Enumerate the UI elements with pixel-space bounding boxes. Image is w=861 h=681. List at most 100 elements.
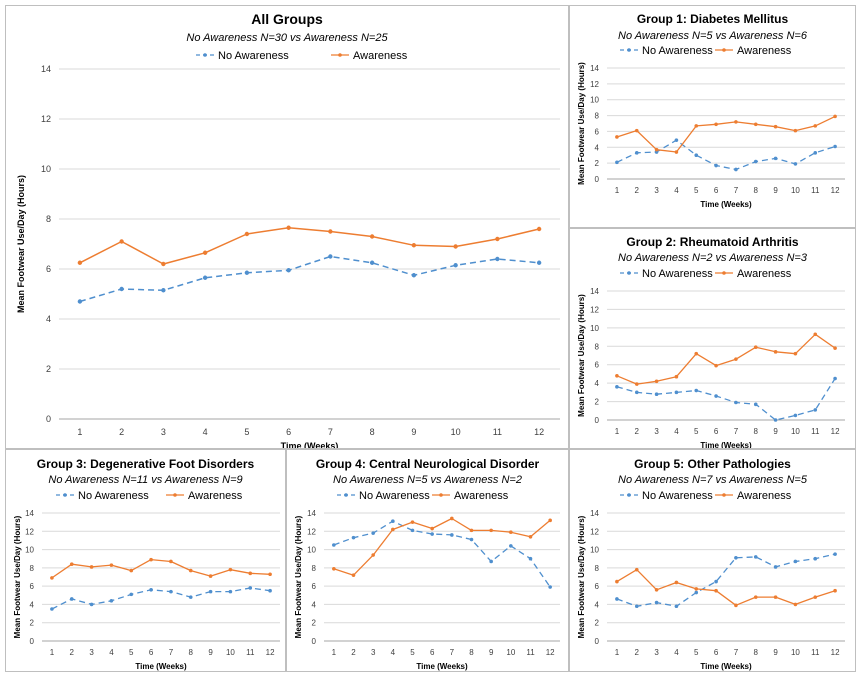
data-point-awareness — [411, 243, 417, 248]
data-point-awareness — [833, 346, 837, 350]
y-tick-label: 10 — [41, 164, 51, 174]
data-point-awareness — [268, 572, 272, 577]
data-point-awareness — [528, 534, 533, 539]
x-tick-label: 10 — [506, 648, 515, 657]
x-axis-title: Time (Weeks) — [281, 441, 339, 448]
y-tick-label: 0 — [595, 416, 600, 425]
data-point-awareness — [734, 120, 738, 124]
data-point-no-awareness — [169, 589, 173, 594]
y-tick-label: 4 — [595, 600, 600, 609]
data-point-awareness — [833, 114, 837, 119]
data-point-no-awareness — [813, 151, 818, 155]
data-point-awareness — [753, 122, 758, 127]
data-point-awareness — [753, 345, 758, 350]
data-point-awareness — [734, 357, 738, 361]
data-point-awareness — [489, 528, 493, 533]
data-point-no-awareness — [634, 151, 639, 155]
data-point-no-awareness — [694, 590, 699, 595]
x-tick-label: 4 — [674, 186, 679, 195]
x-tick-label: 8 — [754, 186, 759, 195]
data-point-no-awareness — [228, 589, 233, 594]
y-tick-label: 8 — [595, 342, 600, 351]
x-tick-label: 3 — [161, 427, 166, 437]
y-tick-label: 12 — [307, 527, 316, 536]
series-line-no-awareness — [79, 255, 540, 303]
legend-item-awareness: Awareness — [715, 45, 792, 57]
data-point-awareness — [69, 562, 74, 566]
series-line-no-awareness — [333, 520, 551, 588]
data-point-awareness — [654, 588, 659, 592]
chart-subtitle: No Awareness N=2 vs Awareness N=3 — [618, 252, 808, 264]
data-point-awareness — [793, 602, 798, 607]
data-point-no-awareness — [208, 589, 213, 594]
x-tick-label: 8 — [469, 648, 474, 657]
data-point-awareness — [450, 516, 454, 521]
y-tick-label: 14 — [307, 509, 316, 518]
data-point-no-awareness — [734, 400, 738, 405]
x-tick-label: 4 — [674, 427, 679, 436]
y-tick-label: 4 — [595, 143, 600, 152]
x-tick-label: 2 — [351, 648, 356, 657]
y-tick-label: 14 — [590, 509, 599, 518]
x-axis-title: Time (Weeks) — [135, 662, 187, 671]
chart-panel-group2: Group 2: Rheumatoid Arthritis No Awarenes… — [569, 228, 856, 449]
y-tick-label: 6 — [595, 127, 600, 136]
legend-item-awareness: Awareness — [166, 490, 243, 502]
y-tick-label: 12 — [41, 114, 51, 124]
data-point-awareness — [536, 226, 542, 232]
data-point-no-awareness — [248, 586, 253, 590]
y-tick-label: 12 — [590, 80, 599, 89]
data-point-awareness — [714, 363, 718, 368]
legend-item-no-awareness: No Awareness — [337, 490, 430, 502]
legend-item-awareness: Awareness — [715, 268, 792, 280]
data-point-no-awareness — [149, 588, 153, 592]
data-point-no-awareness — [509, 544, 513, 548]
data-point-no-awareness — [202, 275, 208, 280]
data-point-awareness — [495, 236, 500, 242]
data-point-no-awareness — [833, 376, 837, 381]
legend-label: No Awareness — [642, 490, 713, 502]
data-point-no-awareness — [674, 604, 679, 609]
data-point-no-awareness — [453, 263, 458, 268]
y-axis-title: Mean Footwear Use/Day (Hours) — [16, 175, 26, 313]
y-tick-label: 2 — [30, 619, 35, 628]
data-point-awareness — [813, 124, 818, 128]
data-point-awareness — [119, 239, 124, 244]
data-point-awareness — [391, 527, 395, 532]
data-point-awareness — [453, 244, 458, 249]
x-tick-label: 10 — [791, 648, 800, 657]
series-line-awareness — [333, 517, 551, 576]
data-point-no-awareness — [371, 531, 375, 535]
chart-subtitle: No Awareness N=7 vs Awareness N=5 — [618, 474, 808, 486]
data-point-awareness — [161, 261, 166, 267]
x-tick-label: 6 — [714, 648, 719, 657]
legend-item-awareness: Awareness — [715, 490, 792, 502]
data-point-no-awareness — [450, 533, 454, 537]
chart-subtitle: No Awareness N=30 vs Awareness N=25 — [186, 32, 388, 44]
x-tick-label: 6 — [430, 648, 435, 657]
data-point-no-awareness — [548, 585, 552, 589]
data-point-awareness — [351, 573, 356, 577]
data-point-no-awareness — [69, 597, 74, 601]
y-tick-label: 8 — [312, 564, 317, 573]
x-tick-label: 9 — [411, 427, 416, 437]
series-line-no-awareness — [616, 553, 836, 607]
x-tick-label: 7 — [328, 427, 333, 437]
x-tick-label: 7 — [734, 648, 739, 657]
x-tick-label: 7 — [450, 648, 455, 657]
y-tick-label: 14 — [41, 64, 51, 74]
data-point-awareness — [674, 150, 679, 154]
data-point-no-awareness — [674, 138, 679, 142]
x-axis-title: Time (Weeks) — [416, 662, 468, 671]
data-point-awareness — [674, 580, 679, 585]
x-tick-label: 11 — [811, 427, 820, 436]
y-tick-label: 2 — [595, 398, 600, 407]
data-point-no-awareness — [410, 528, 415, 533]
data-point-no-awareness — [833, 144, 837, 149]
data-point-no-awareness — [244, 270, 250, 275]
data-point-no-awareness — [753, 555, 758, 559]
legend-label: No Awareness — [642, 45, 713, 57]
data-point-no-awareness — [714, 394, 718, 398]
data-point-awareness — [813, 595, 818, 599]
series-line-awareness — [616, 115, 836, 153]
